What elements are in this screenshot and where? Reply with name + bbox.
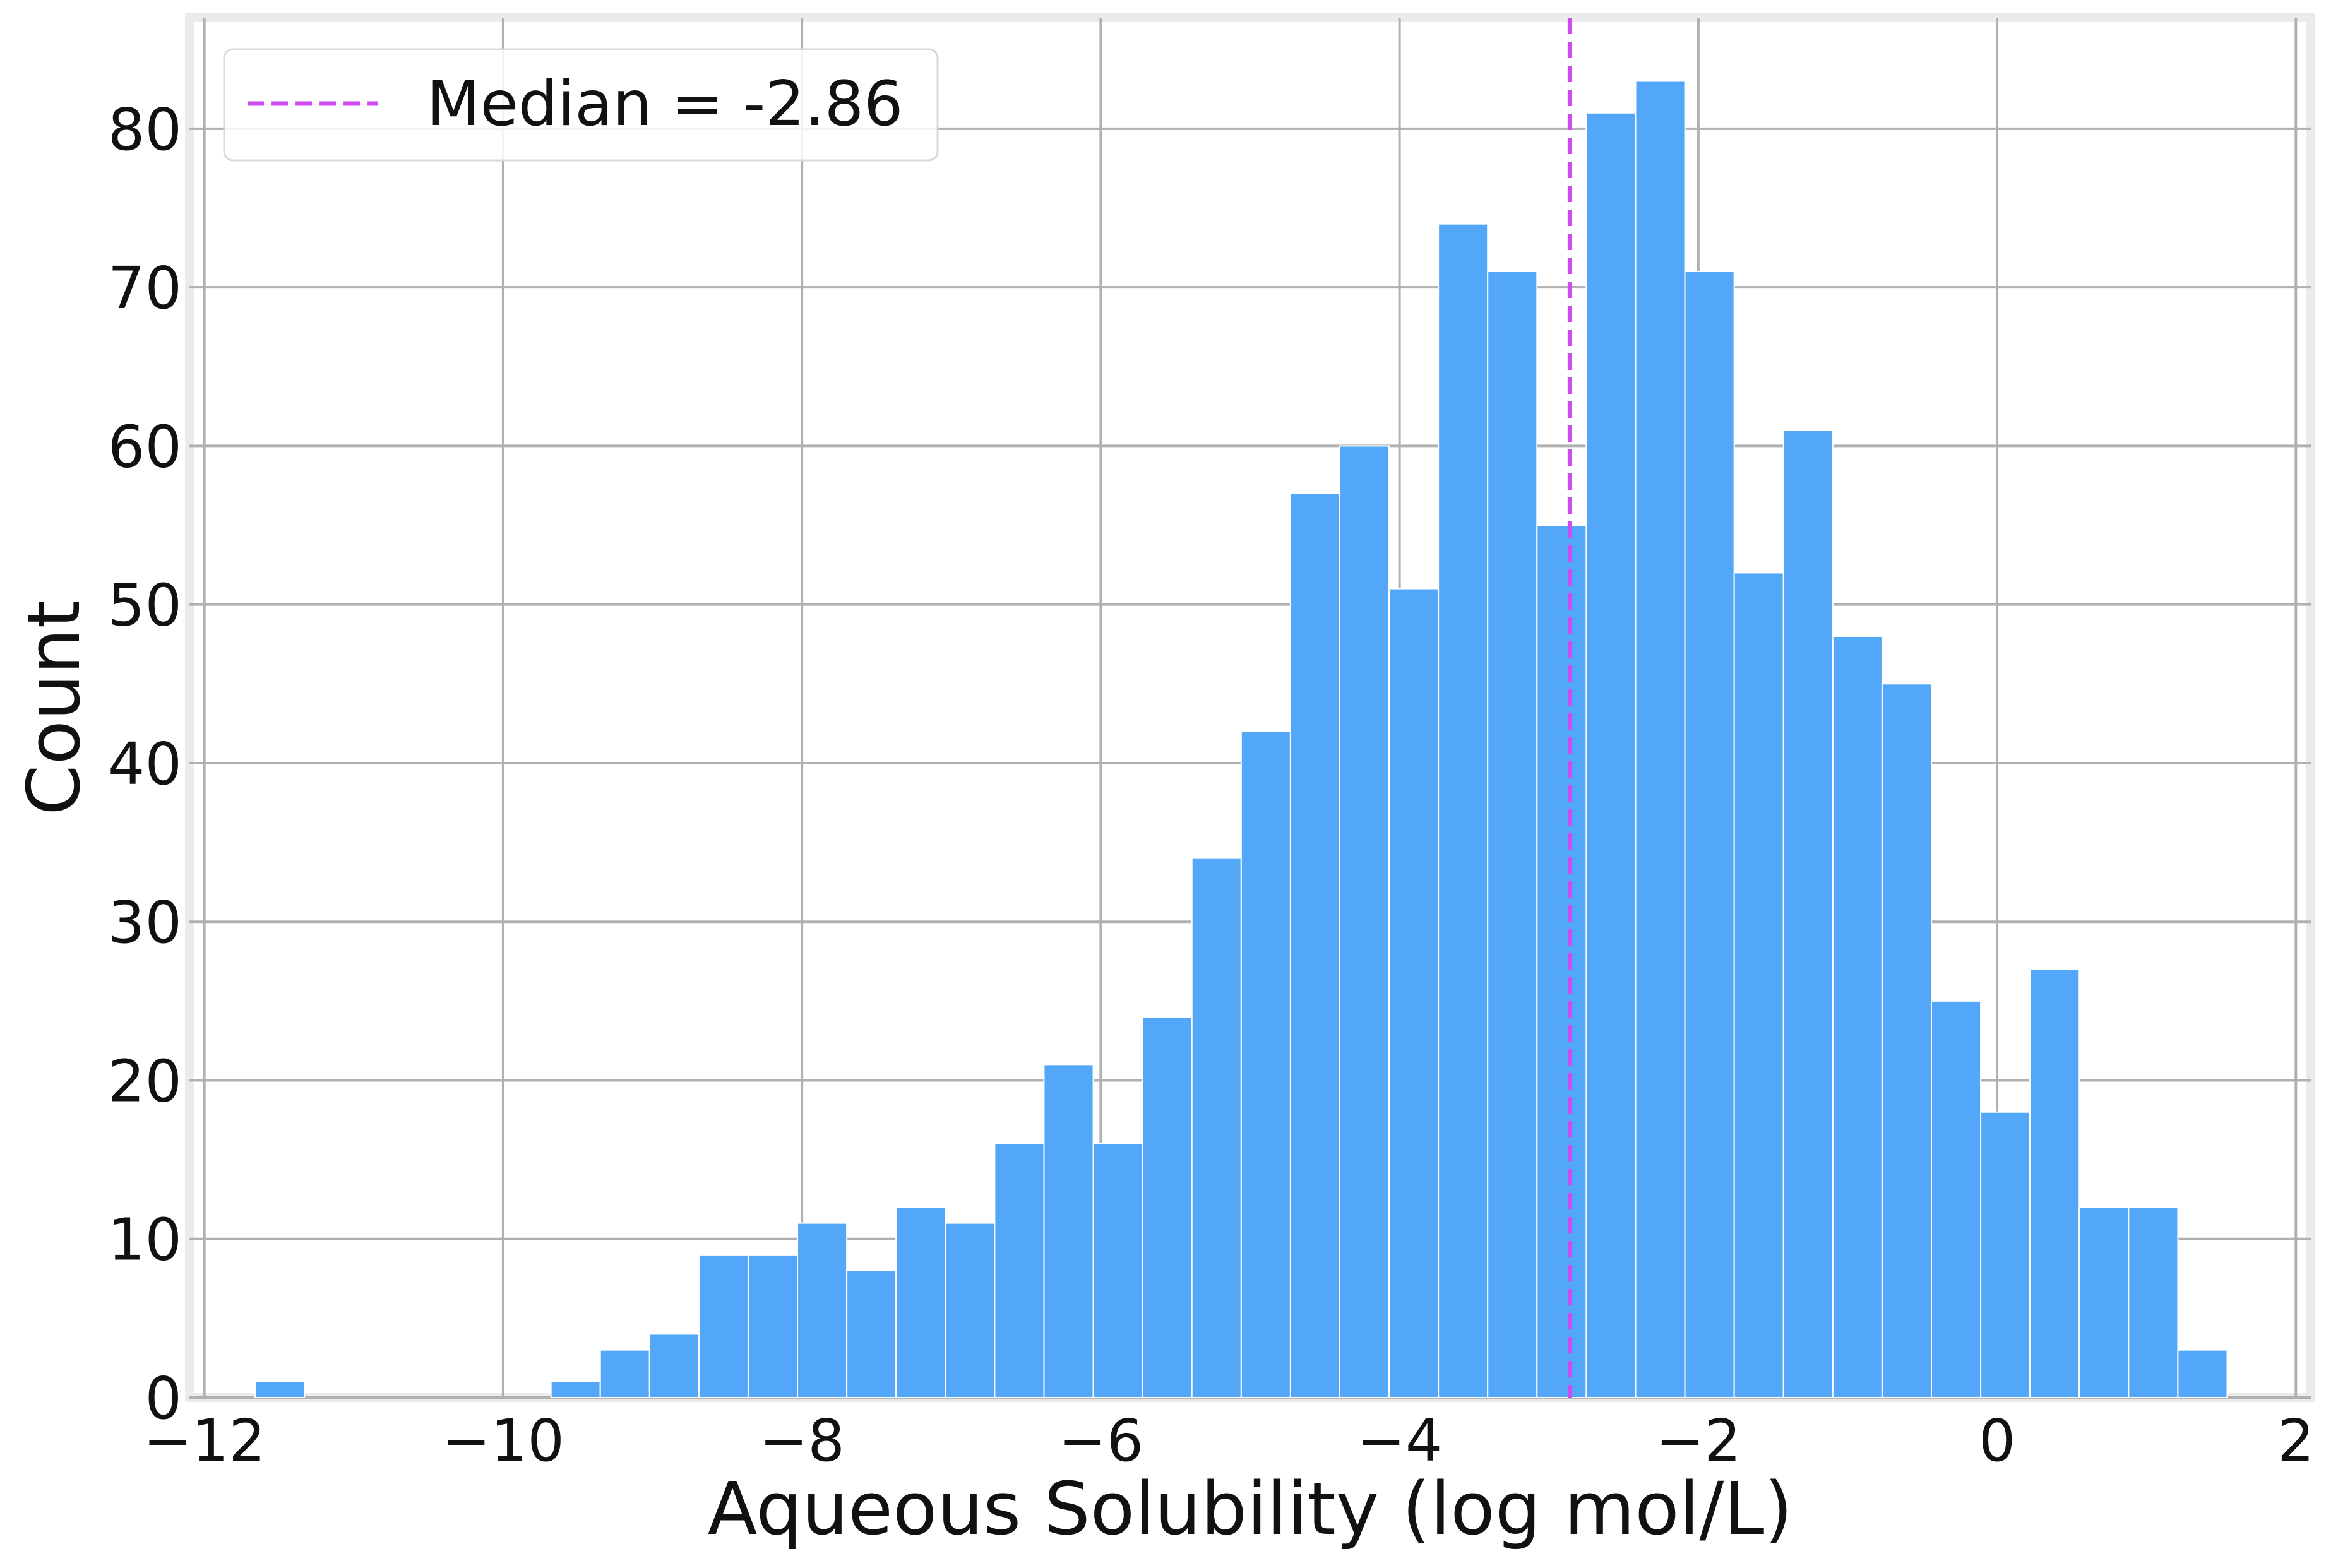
- histogram-bar: [550, 1381, 601, 1398]
- y-tick-label: 10: [108, 1206, 182, 1274]
- histogram-bar: [994, 1143, 1045, 1399]
- legend-box: [223, 48, 939, 162]
- legend: Median = -2.86: [223, 48, 939, 162]
- x-tick-label: 2: [2277, 1407, 2315, 1475]
- histogram-bar: [698, 1254, 749, 1398]
- histogram-bar: [1585, 112, 1637, 1398]
- histogram-bar: [1191, 857, 1242, 1398]
- y-tick-label: 20: [108, 1047, 182, 1115]
- x-axis-title: Aqueous Solubility (log mol/L): [708, 1467, 1793, 1552]
- histogram-bar: [1388, 588, 1440, 1398]
- histogram-bar: [1142, 1016, 1193, 1399]
- y-tick-label: 0: [145, 1365, 182, 1432]
- histogram-bar: [1487, 271, 1538, 1399]
- histogram-bar: [2128, 1206, 2179, 1399]
- histogram-bar: [1930, 1000, 1982, 1399]
- x-tick-label: −6: [1058, 1407, 1144, 1475]
- histogram-bar: [1733, 572, 1784, 1398]
- histogram-bar: [1536, 525, 1587, 1398]
- legend-median-label: Median = -2.86: [427, 68, 903, 140]
- y-tick-label: 40: [108, 730, 182, 798]
- histogram-bar: [2078, 1206, 2130, 1399]
- y-tick-label: 50: [108, 572, 182, 639]
- histogram-bar: [648, 1333, 700, 1398]
- x-tick-label: −4: [1357, 1407, 1443, 1475]
- y-tick-label: 60: [108, 413, 182, 480]
- x-tick-label: −2: [1655, 1407, 1741, 1475]
- histogram-bar: [747, 1254, 799, 1398]
- histogram-bar: [1782, 429, 1834, 1398]
- histogram-bar: [1438, 223, 1489, 1398]
- histogram-bar: [1240, 730, 1291, 1398]
- histogram-bar: [846, 1269, 897, 1399]
- x-tick-label: −10: [442, 1407, 564, 1475]
- histogram-bar: [1881, 683, 1932, 1398]
- y-axis-title: Count: [12, 600, 97, 816]
- x-tick-label: −12: [143, 1407, 266, 1475]
- histogram-bars: [254, 80, 2228, 1399]
- histogram-bar: [2029, 968, 2080, 1398]
- y-tick-label: 30: [108, 889, 182, 956]
- histogram-bar: [1289, 492, 1340, 1398]
- histogram-bar: [1832, 635, 1883, 1398]
- histogram-bar: [599, 1349, 650, 1398]
- histogram-bar: [797, 1222, 848, 1399]
- histogram-bar: [1043, 1064, 1094, 1398]
- histogram-bar: [1980, 1111, 2031, 1398]
- x-tick-label: −8: [759, 1407, 845, 1475]
- histogram-bar: [1684, 271, 1735, 1399]
- histogram-bar: [895, 1206, 946, 1399]
- histogram-bar: [1092, 1143, 1143, 1399]
- y-tick-label: 70: [108, 254, 182, 322]
- histogram-bar: [254, 1381, 306, 1398]
- histogram-bar: [1339, 445, 1390, 1398]
- histogram-bar: [1635, 80, 1686, 1398]
- y-tick-label: 80: [108, 96, 182, 163]
- x-tick-label: 0: [1979, 1407, 2016, 1475]
- histogram-bar: [945, 1222, 996, 1399]
- histogram-bar: [2177, 1349, 2228, 1398]
